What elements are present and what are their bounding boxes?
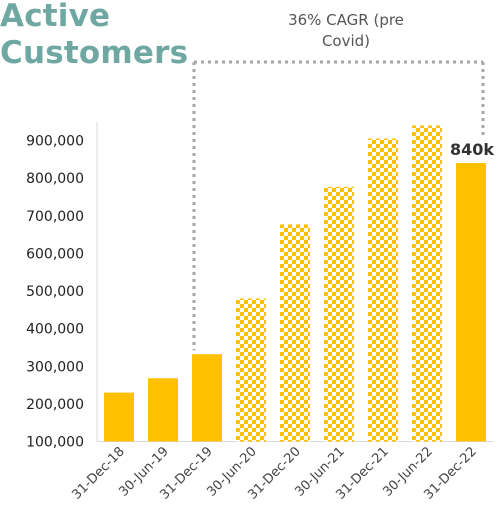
bar-31-dec-19	[192, 354, 222, 442]
y-tick-label: 300,000	[26, 359, 84, 375]
y-tick-label: 500,000	[26, 284, 84, 300]
bar-30-jun-19	[148, 378, 178, 442]
y-tick-label: 400,000	[26, 322, 84, 338]
data-labels: 840k	[450, 140, 494, 159]
y-tick-label: 800,000	[26, 171, 84, 187]
cagr-annotation-line-1: 36% CAGR (pre	[288, 11, 404, 29]
y-axis: 100,000 200,000 300,000 400,000 500,000 600,0…	[26, 122, 98, 451]
bar-31-dec-22	[456, 163, 486, 442]
bar-31-dec-20	[280, 224, 310, 442]
data-label: 840k	[450, 140, 494, 159]
y-tick-label: 200,000	[26, 397, 84, 413]
y-tick-label: 900,000	[26, 134, 84, 150]
chart-title: Active Customers	[0, 0, 188, 72]
y-tick-label: 100,000	[26, 435, 84, 451]
bar-30-jun-20	[236, 298, 266, 442]
bars	[104, 125, 486, 442]
y-tick-label: 700,000	[26, 209, 84, 225]
bar-30-jun-21	[324, 186, 354, 442]
bar-31-dec-18	[104, 392, 134, 442]
x-axis: 31-Dec-1830-Jun-1931-Dec-1930-Jun-2031-D…	[69, 441, 493, 503]
x-tick-label: 31-Dec-18	[69, 444, 127, 502]
cagr-annotation-line-2: Covid)	[322, 32, 370, 50]
chart-title-line-1: Active	[0, 0, 111, 34]
bar-30-jun-22	[412, 125, 442, 442]
y-tick-label: 600,000	[26, 246, 84, 262]
chart-title-line-2: Customers	[0, 35, 189, 71]
bar-31-dec-21	[368, 138, 398, 442]
cagr-annotation: 36% CAGR (pre Covid)	[192, 11, 485, 351]
